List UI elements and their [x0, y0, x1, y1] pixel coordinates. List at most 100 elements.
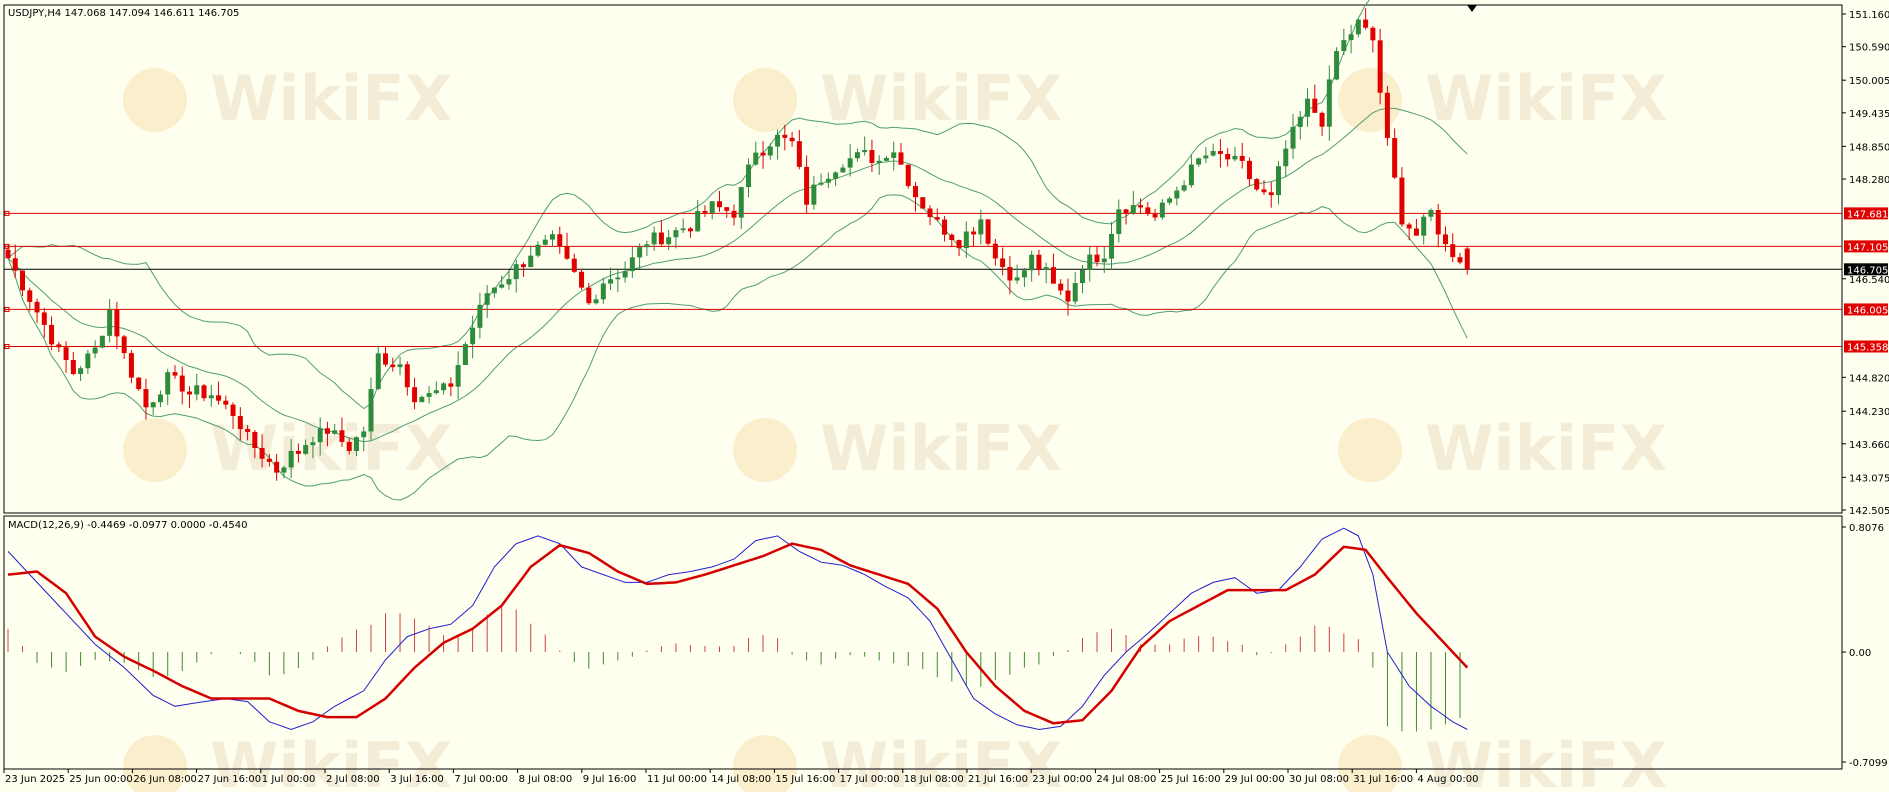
candle-body — [905, 164, 911, 187]
watermark-text: WikiFX — [1425, 729, 1667, 792]
candle-body — [78, 368, 84, 375]
watermark-text: WikiFX — [1425, 62, 1667, 135]
candle-body — [942, 219, 948, 235]
candle-body — [1014, 277, 1020, 281]
candle-body — [673, 230, 679, 238]
candle-body — [1058, 283, 1064, 291]
level-anchor-icon[interactable] — [4, 243, 10, 249]
candle-body — [85, 353, 91, 369]
candle-body — [1123, 209, 1129, 214]
candle-body — [716, 201, 722, 208]
candle-body — [27, 290, 33, 302]
time-axis-label: 24 Jul 08:00 — [1096, 774, 1156, 785]
candle-body — [1225, 153, 1231, 160]
candle-body — [833, 172, 839, 179]
candle-body — [1276, 166, 1281, 196]
candle-body — [194, 385, 200, 395]
price-axis-label: 143.075 — [1849, 473, 1889, 484]
candle-body — [375, 353, 381, 390]
price-axis-label: 150.005 — [1849, 76, 1889, 87]
candle-body — [746, 164, 752, 188]
candle-body — [513, 264, 519, 280]
time-axis-label: 29 Jul 00:00 — [1225, 774, 1285, 785]
candle-body — [1232, 155, 1238, 160]
candle-body — [804, 166, 810, 205]
candle-body — [869, 150, 875, 163]
candle-body — [1000, 258, 1006, 267]
price-axis-label: 143.660 — [1849, 440, 1889, 451]
candle-body — [854, 152, 860, 159]
time-axis-label: 4 Aug 00:00 — [1417, 774, 1478, 785]
candle-body — [419, 396, 425, 403]
watermark-logo-icon — [123, 418, 187, 482]
candle-body — [1072, 283, 1078, 302]
candle-body — [1130, 205, 1136, 214]
candle-body — [1138, 205, 1144, 208]
watermark-logo-icon — [733, 735, 797, 796]
macd-axis-label: 0.8076 — [1849, 523, 1884, 534]
candle-body — [1094, 254, 1100, 263]
candle-body — [840, 167, 846, 173]
candle-body — [223, 400, 229, 405]
candle-body — [339, 430, 345, 442]
candle-body — [1457, 257, 1463, 263]
watermark-text: WikiFX — [210, 729, 452, 792]
candle-body — [1421, 216, 1427, 236]
candle-body — [600, 283, 606, 300]
candle-body — [608, 279, 614, 284]
shift-marker-icon[interactable] — [1467, 5, 1477, 12]
candle-body — [1399, 177, 1405, 225]
macd-pane-frame — [3, 515, 1843, 770]
candle-body — [1268, 192, 1274, 196]
candle-body — [1413, 228, 1419, 236]
candle-body — [724, 207, 730, 211]
level-price-tag — [1844, 303, 1888, 316]
level-anchor-icon[interactable] — [4, 210, 10, 216]
macd-signal-line — [7, 542, 1469, 725]
price-axis[interactable]: 151.160 150.590 150.005 149.435 148.850 148.2… — [1842, 10, 1889, 517]
candle-body — [470, 327, 476, 345]
horizontal-levels[interactable]: 147.681 147.105 146.005 145.358 146.705 — [4, 207, 1888, 354]
time-axis-label: 18 Jul 08:00 — [904, 774, 964, 785]
candle-body — [288, 450, 294, 468]
level-anchor-icon[interactable] — [4, 344, 10, 350]
candle-body — [1210, 151, 1216, 156]
candle-body — [397, 364, 403, 368]
candle-body — [963, 231, 969, 249]
candle-body — [622, 271, 628, 278]
candle-body — [1428, 210, 1434, 217]
candle-body — [462, 344, 468, 366]
candle-body — [949, 234, 955, 241]
level-anchor-icon[interactable] — [4, 306, 10, 312]
candle-body — [433, 390, 439, 394]
macd-axis-label: 0.00 — [1849, 648, 1871, 659]
time-axis-label: 26 Jun 08:00 — [133, 774, 197, 785]
candle-body — [876, 160, 882, 163]
time-axis-label: 21 Jul 16:00 — [968, 774, 1028, 785]
level-price-label: 145.358 — [1847, 343, 1888, 354]
candle-body — [353, 437, 359, 452]
time-axis-label: 11 Jul 00:00 — [647, 774, 707, 785]
candle-body — [913, 186, 918, 198]
candle-body — [927, 208, 933, 218]
candle-body — [128, 353, 134, 378]
candle-body — [107, 309, 113, 336]
level-price-label: 147.105 — [1847, 242, 1888, 253]
candle-body — [891, 152, 897, 158]
candle-body — [324, 428, 330, 434]
candle-body — [651, 232, 657, 245]
time-axis-label: 2 Jul 08:00 — [326, 774, 380, 785]
watermark-text: WikiFX — [1425, 412, 1667, 485]
candle-body — [383, 353, 389, 365]
macd-indicator — [7, 527, 1469, 732]
candle-body — [644, 244, 650, 248]
candle-body — [63, 347, 69, 361]
time-axis[interactable]: 23 Jun 2025 25 Jun 00:00 26 Jun 08:00 27 Ju… — [3, 769, 1478, 785]
candle-body — [1065, 290, 1071, 302]
candle-body — [165, 372, 171, 395]
candle-body — [92, 347, 98, 354]
price-axis-label: 144.820 — [1849, 373, 1889, 384]
candle-body — [847, 158, 853, 168]
